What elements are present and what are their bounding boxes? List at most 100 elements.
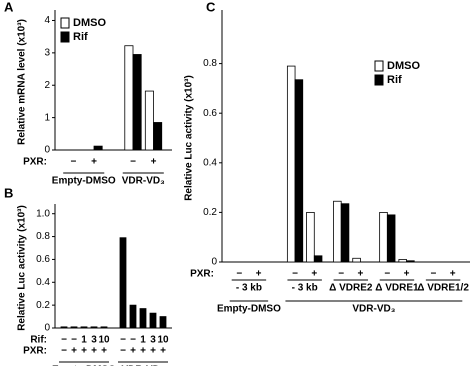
legend-label: Rif bbox=[73, 31, 88, 43]
row-value: + bbox=[404, 269, 410, 280]
row-value: − bbox=[120, 346, 126, 357]
row-value: 3 bbox=[150, 335, 156, 346]
bar bbox=[119, 237, 127, 329]
row-value: + bbox=[160, 346, 166, 357]
bar bbox=[93, 145, 103, 151]
bar bbox=[70, 326, 78, 329]
legend-label: DMSO bbox=[387, 60, 420, 72]
row-value: 10 bbox=[157, 335, 169, 346]
y-tick-label: 2 bbox=[44, 80, 50, 91]
y-tick-label: 0.4 bbox=[203, 157, 217, 168]
bar bbox=[60, 326, 68, 329]
y-tick-label: 3 bbox=[44, 47, 50, 58]
subgroup-label: Δ VDRE1/2 bbox=[417, 283, 469, 294]
y-tick-label: 1.0 bbox=[36, 208, 50, 219]
bar bbox=[398, 259, 407, 263]
y-tick-label: 0.8 bbox=[203, 58, 217, 69]
row-value: + bbox=[150, 346, 156, 357]
row-value: + bbox=[101, 346, 107, 357]
y-axis-label: Relative Luc activity (x10³) bbox=[17, 205, 28, 331]
group-label: VDR-VD₃ bbox=[122, 176, 165, 187]
row-value: − bbox=[120, 335, 126, 346]
bar bbox=[144, 90, 154, 151]
subgroup-label: - 3 kb bbox=[292, 283, 318, 294]
bar bbox=[313, 255, 323, 263]
y-tick-label: 0 bbox=[44, 145, 50, 156]
row-value: + bbox=[71, 346, 77, 357]
row-value: 1 bbox=[81, 335, 87, 346]
bar bbox=[379, 211, 388, 263]
row-value: − bbox=[71, 335, 77, 346]
row-value: 3 bbox=[91, 335, 97, 346]
row-value: − bbox=[71, 157, 77, 168]
row-value: − bbox=[61, 346, 67, 357]
row-value: + bbox=[151, 157, 157, 168]
legend-label: DMSO bbox=[73, 17, 106, 29]
row-value: + bbox=[256, 269, 262, 280]
row-value: − bbox=[384, 269, 390, 280]
row-value: − bbox=[292, 269, 298, 280]
row-value: − bbox=[236, 269, 242, 280]
row-value: + bbox=[357, 269, 363, 280]
bar bbox=[386, 214, 396, 263]
row-value: + bbox=[140, 346, 146, 357]
row-label: PXR: bbox=[23, 346, 47, 357]
group-label: VDR-VD₃ bbox=[352, 304, 395, 315]
row-value: − bbox=[431, 269, 437, 280]
bar bbox=[124, 45, 134, 151]
row-label: Rif: bbox=[30, 335, 47, 346]
bar bbox=[286, 65, 296, 263]
panel-letter: B bbox=[4, 185, 13, 200]
bar bbox=[340, 203, 350, 263]
group-label: Empty-DMSO bbox=[217, 304, 281, 315]
y-tick-label: 0.6 bbox=[203, 108, 217, 119]
y-tick-label: 1 bbox=[44, 112, 50, 123]
legend-label: Rif bbox=[387, 74, 402, 86]
panel-letter: A bbox=[4, 0, 14, 14]
row-value: 1 bbox=[140, 335, 146, 346]
subgroup-label: - 3 kb bbox=[236, 283, 262, 294]
row-value: + bbox=[81, 346, 87, 357]
panel-letter: C bbox=[206, 0, 216, 14]
y-tick-label: 0.2 bbox=[36, 300, 50, 311]
y-tick-label: 0.6 bbox=[36, 254, 50, 265]
bar bbox=[406, 260, 415, 263]
group-label: Empty-DMSO bbox=[52, 176, 116, 187]
subgroup-label: Δ VDRE2 bbox=[329, 283, 373, 294]
row-value: + bbox=[450, 269, 456, 280]
bar bbox=[306, 211, 315, 263]
y-tick-label: 0.2 bbox=[203, 207, 217, 218]
subgroup-label: Δ VDRE1 bbox=[375, 283, 419, 294]
bar bbox=[153, 122, 163, 151]
bar bbox=[149, 312, 157, 329]
row-label: PXR: bbox=[23, 157, 47, 168]
row-value: 10 bbox=[98, 335, 110, 346]
legend-swatch bbox=[60, 17, 70, 29]
legend-swatch bbox=[374, 74, 384, 86]
y-axis-label: Relative Luc activity (x10³) bbox=[184, 75, 195, 201]
row-value: + bbox=[130, 346, 136, 357]
row-value: − bbox=[130, 157, 136, 168]
bar bbox=[139, 308, 147, 329]
group-label: VDR-VD₃ bbox=[122, 365, 165, 366]
bar bbox=[100, 326, 108, 329]
bar bbox=[352, 257, 361, 263]
row-value: − bbox=[61, 335, 67, 346]
y-tick-label: 0.8 bbox=[36, 231, 50, 242]
bar bbox=[294, 79, 304, 263]
row-value: − bbox=[130, 335, 136, 346]
legend-swatch bbox=[60, 31, 70, 43]
bar bbox=[90, 326, 98, 329]
y-tick-label: 0.4 bbox=[36, 277, 50, 288]
y-tick-label: 0 bbox=[211, 257, 217, 268]
y-axis-label: Relative mRNA level (x10³) bbox=[17, 19, 28, 145]
row-value: − bbox=[338, 269, 344, 280]
y-tick-label: 4 bbox=[44, 15, 50, 26]
row-value: + bbox=[91, 346, 97, 357]
row-value: + bbox=[91, 157, 97, 168]
group-label: Empty-DMSO bbox=[52, 365, 116, 366]
legend-swatch bbox=[374, 60, 384, 72]
bar bbox=[159, 316, 167, 329]
bar bbox=[80, 326, 88, 329]
